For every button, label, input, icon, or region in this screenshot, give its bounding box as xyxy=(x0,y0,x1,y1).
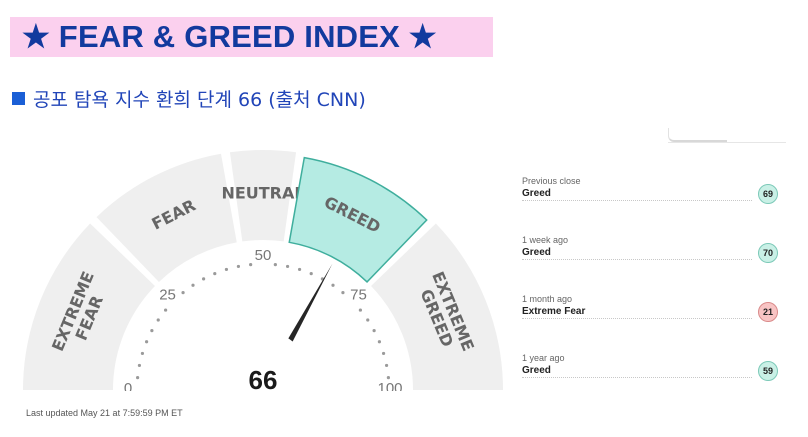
gauge-segment-label: NEUTRAL xyxy=(221,184,304,203)
scale-dot xyxy=(331,283,335,287)
scale-dot xyxy=(136,376,140,380)
history-row: 1 month ago Extreme Fear 21 xyxy=(522,294,778,334)
scale-dot xyxy=(386,376,390,380)
scale-dot xyxy=(358,308,362,312)
scale-dot xyxy=(381,351,386,356)
history-row: 1 week ago Greed 70 xyxy=(522,235,778,275)
history-row: 1 year ago Greed 59 xyxy=(522,353,778,393)
scale-dot xyxy=(164,308,168,312)
last-updated: Last updated May 21 at 7:59:59 PM ET xyxy=(26,408,183,418)
scale-dot xyxy=(202,277,206,281)
gauge-value: 66 xyxy=(249,365,278,395)
scale-dot xyxy=(181,291,185,295)
gauge-tick-label: 75 xyxy=(350,287,367,304)
scale-dot xyxy=(236,264,241,269)
view-toggle-track xyxy=(668,130,786,143)
history-divider xyxy=(522,200,752,201)
scale-dot xyxy=(285,264,290,269)
history-score-badge: 59 xyxy=(758,361,778,381)
scale-dot xyxy=(341,291,345,295)
scale-dot xyxy=(366,318,370,322)
page-subtitle: 공포 탐욕 지수 환희 단계 66 (출처 CNN) xyxy=(12,85,366,112)
history-period: 1 year ago xyxy=(522,353,565,363)
scale-dot xyxy=(377,340,382,344)
scale-dot xyxy=(372,329,376,333)
scale-dot xyxy=(150,329,154,333)
square-bullet-icon xyxy=(12,92,25,105)
scale-dot xyxy=(249,263,253,267)
history-period: 1 month ago xyxy=(522,294,573,304)
scale-dot xyxy=(273,263,277,267)
history-divider xyxy=(522,318,752,319)
history-sentiment: Greed xyxy=(522,188,551,199)
history-divider xyxy=(522,259,752,260)
gauge-tick-label: 0 xyxy=(124,380,132,397)
gauge-segment-extreme-fear xyxy=(23,223,155,390)
history-period: 1 week ago xyxy=(522,235,569,245)
scale-dot xyxy=(384,363,389,368)
scale-dot xyxy=(309,271,313,276)
history-score-badge: 21 xyxy=(758,302,778,322)
history-score-badge: 69 xyxy=(758,184,778,204)
page-title: ★ FEAR & GREED INDEX ★ xyxy=(22,19,437,54)
gauge-segment-fear xyxy=(96,153,237,282)
history-period: Previous close xyxy=(522,176,581,186)
scale-dot xyxy=(137,363,142,368)
gauge-segment-extreme-greed xyxy=(371,223,503,390)
gauge-floor xyxy=(0,391,520,431)
history-divider xyxy=(522,377,752,378)
history-row: Previous close Greed 69 xyxy=(522,176,778,216)
scale-dot xyxy=(191,283,195,287)
gauge-segment-neutral xyxy=(229,150,297,242)
scale-dot xyxy=(297,267,302,272)
scale-dot xyxy=(144,340,149,344)
gauge-tick-label: 25 xyxy=(159,287,176,304)
history-score-badge: 70 xyxy=(758,243,778,263)
view-toggle[interactable] xyxy=(668,128,727,142)
scale-dot xyxy=(224,267,229,272)
history-sentiment: Extreme Fear xyxy=(522,306,586,317)
gauge-segment-greed xyxy=(288,156,428,284)
title-banner xyxy=(10,17,493,57)
scale-dot xyxy=(213,271,217,276)
subtitle-text: 공포 탐욕 지수 환희 단계 66 (출처 CNN) xyxy=(33,89,366,111)
history-sentiment: Greed xyxy=(522,247,551,258)
scale-dot xyxy=(156,318,160,322)
gauge-tick-label: 50 xyxy=(255,247,272,264)
scale-dot xyxy=(140,351,145,356)
history-sentiment: Greed xyxy=(522,365,551,376)
